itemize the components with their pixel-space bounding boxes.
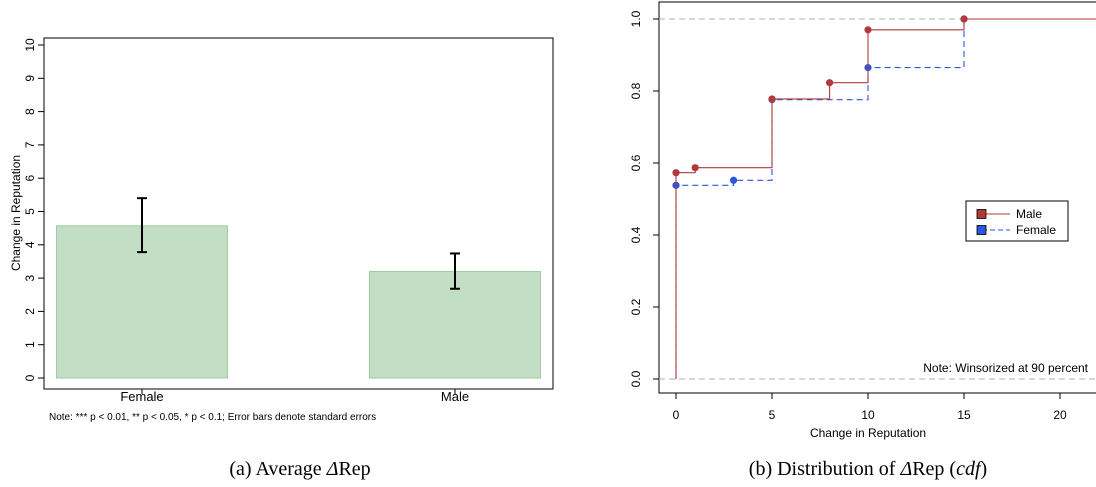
cdf-x-tick-label: 0 — [673, 408, 680, 422]
cdf-chart-caption-middle: Rep ( — [912, 458, 956, 480]
bar-y-tick-label: 6 — [23, 175, 37, 182]
cdf-y-tick-label: 0.8 — [629, 82, 643, 99]
bar-chart-x-tick-labels: Female Male — [120, 389, 469, 404]
bar-chart-y-axis: 0 1 2 3 4 5 6 7 8 9 10 — [23, 38, 44, 381]
cdf-y-tick-label: 0.0 — [629, 370, 643, 387]
cdf-y-tick-label: 0.2 — [629, 298, 643, 315]
cdf-point-male — [672, 169, 680, 177]
bar-y-tick-label: 10 — [23, 38, 37, 52]
cdf-x-tick-label: 10 — [861, 408, 875, 422]
cdf-chart-caption-italic: cdf — [956, 458, 983, 480]
bar-y-tick-label: 5 — [23, 208, 37, 215]
cdf-point-male — [691, 164, 699, 172]
cdf-point-male — [826, 79, 834, 87]
cdf-y-tick-label: 1.0 — [629, 10, 643, 27]
cdf-point-male — [960, 15, 968, 23]
bar-y-tick-label: 0 — [23, 374, 37, 381]
cdf-chart-caption: (b) Distribution of ΔRep (cdf) — [749, 458, 987, 480]
cdf-chart-caption-prefix: (b) Distribution of — [749, 458, 901, 480]
bar-y-tick-label: 2 — [23, 308, 37, 315]
cdf-series-group — [672, 15, 1096, 379]
cdf-legend-box — [965, 200, 1069, 242]
cdf-legend: Male Female — [965, 200, 1069, 242]
bar-chart-caption-delta: Δ — [326, 458, 339, 480]
cdf-chart-panel: 0.0 0.2 0.4 0.6 0.8 1.0 0 5 10 15 20 Change in Re… — [629, 1, 1096, 480]
bar-y-tick-label: 7 — [23, 141, 37, 148]
bar-chart-panel: 0 1 2 3 4 5 6 7 8 9 10 Female Male Change in Reputa… — [9, 37, 554, 480]
bar-chart-caption-suffix: Rep — [338, 458, 370, 480]
legend-label-male: Male — [1016, 207, 1042, 221]
bar-chart-y-axis-label: Change in Reputation — [9, 155, 23, 271]
cdf-x-tick-label: 15 — [957, 408, 971, 422]
legend-label-female: Female — [1016, 223, 1056, 237]
bar-x-tick-label: Male — [441, 389, 469, 404]
cdf-chart-caption-delta: Δ — [899, 458, 912, 480]
cdf-y-axis: 0.0 0.2 0.4 0.6 0.8 1.0 — [629, 10, 659, 387]
bar-y-tick-label: 8 — [23, 108, 37, 115]
cdf-chart-caption-suffix: ) — [981, 458, 988, 480]
cdf-x-axis-label: Change in Reputation — [810, 426, 926, 440]
bar-y-tick-label: 9 — [23, 75, 37, 82]
bar-chart-caption: (a) Average ΔRep — [229, 458, 370, 480]
bar-y-tick-label: 4 — [23, 241, 37, 248]
bar-chart-note: Note: *** p < 0.01, ** p < 0.05, * p < 0… — [49, 412, 376, 423]
cdf-chart-plot-frame — [658, 1, 1096, 394]
bar-x-tick-label: Female — [120, 389, 163, 404]
cdf-y-tick-label: 0.4 — [629, 226, 643, 243]
legend-marker-female — [976, 225, 987, 235]
bar-chart-plot-frame — [43, 37, 554, 390]
bar-y-tick-label: 3 — [23, 274, 37, 281]
cdf-x-tick-label: 20 — [1053, 408, 1067, 422]
cdf-series-line-female — [675, 18, 1096, 379]
bar-y-tick-label: 1 — [23, 341, 37, 348]
bar-chart-bars — [56, 197, 541, 379]
cdf-series-line-male — [675, 18, 1096, 379]
cdf-reference-lines — [659, 18, 1096, 380]
legend-marker-male — [976, 209, 987, 219]
cdf-y-tick-label: 0.6 — [629, 154, 643, 171]
bar-chart-caption-prefix: (a) Average — [229, 458, 326, 480]
cdf-point-female — [730, 176, 738, 184]
cdf-x-tick-label: 5 — [769, 408, 776, 422]
cdf-note: Note: Winsorized at 90 percent — [923, 361, 1088, 375]
cdf-point-male — [768, 95, 776, 103]
cdf-point-male — [864, 26, 872, 34]
cdf-x-axis: 0 5 10 15 20 — [673, 393, 1067, 422]
